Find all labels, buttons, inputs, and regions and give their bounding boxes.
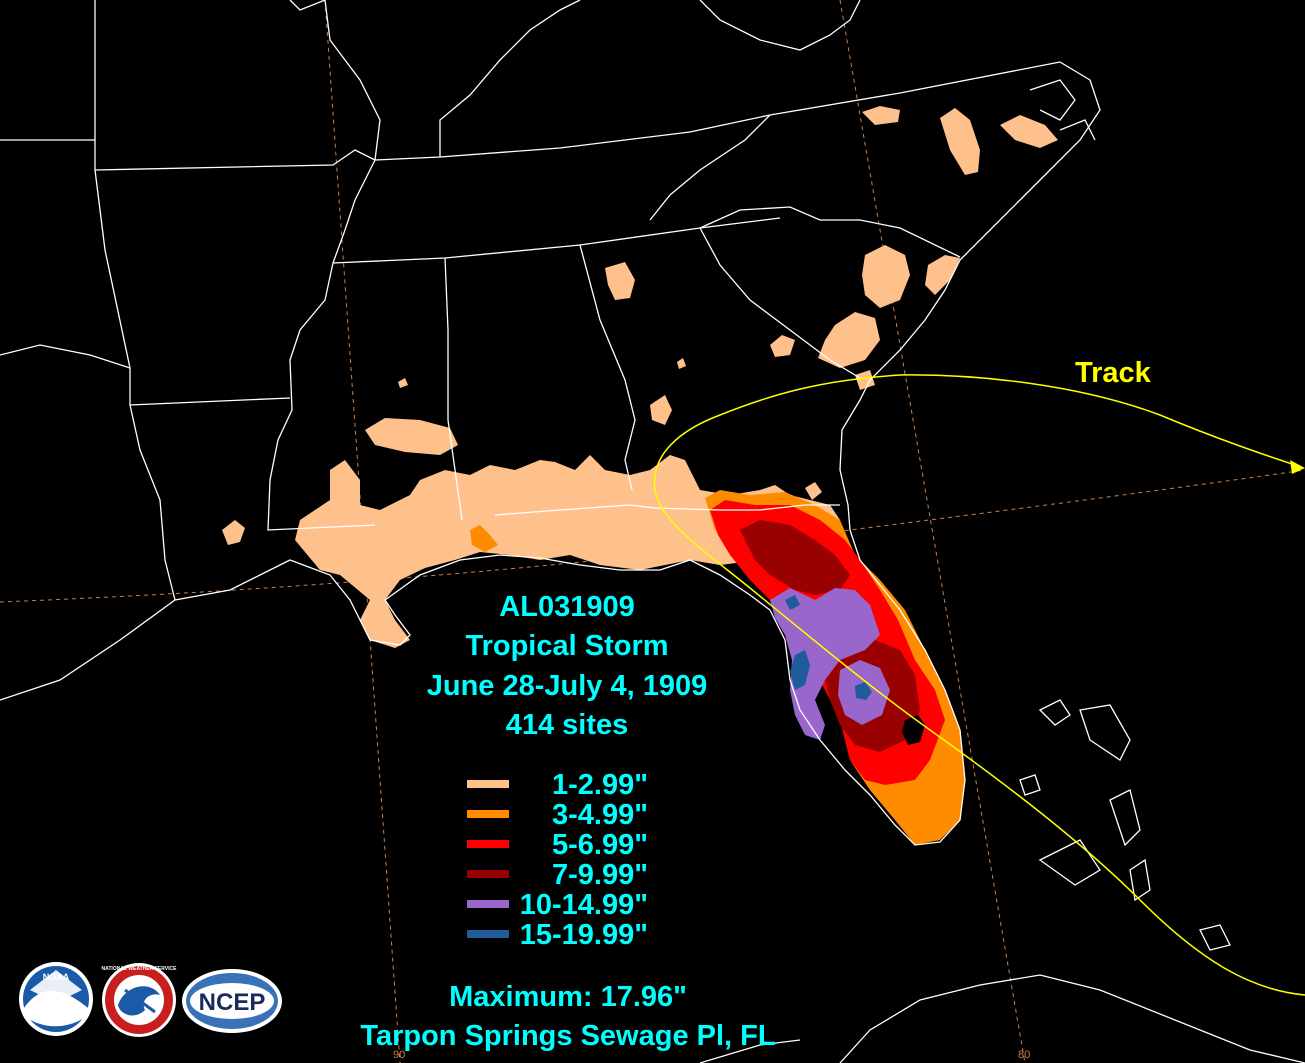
legend-item: 15-19.99" [467,919,648,951]
rainfall-shading [222,106,1058,845]
ncep-logo-text: NCEP [199,989,266,1016]
legend-item: 5-6.99" [467,829,648,861]
legend-label: 15-19.99" [520,919,648,951]
legend-swatch [467,840,509,848]
legend-label: 7-9.99" [552,859,648,891]
legend-item: 1-2.99" [467,769,648,801]
lon-80-label: 80 [1018,1049,1030,1061]
maximum-location: Tarpon Springs Sewage Pl, FL [360,1020,775,1052]
nws-logo-text: NATIONAL WEATHER SERVICE [102,966,178,972]
storm-type: Tropical Storm [465,630,668,662]
track-label: Track [1075,357,1152,389]
legend-swatch [467,930,509,938]
nws-logo: NATIONAL WEATHER SERVICE [102,963,178,1037]
ncep-logo: NCEP [182,969,282,1033]
legend-label: 10-14.99" [520,889,648,921]
storm-sites: 414 sites [506,709,629,741]
legend: 1-2.99"3-4.99"5-6.99"7-9.99"10-14.99"15-… [467,769,648,951]
noaa-logo: NOAA [19,962,93,1036]
legend-item: 10-14.99" [467,889,648,921]
legend-swatch [467,900,509,908]
lon-90-label: 90 [393,1049,405,1061]
storm-info: AL031909 Tropical Storm June 28-July 4, … [427,591,708,741]
legend-swatch [467,870,509,878]
storm-track [653,374,1305,996]
legend-swatch [467,810,509,818]
noaa-logo-text: NOAA [43,972,70,982]
storm-id: AL031909 [499,591,634,623]
legend-label: 3-4.99" [552,799,648,831]
maximum-info: Maximum: 17.96" Tarpon Springs Sewage Pl… [360,981,775,1052]
maximum-value: Maximum: 17.96" [449,981,687,1013]
legend-label: 5-6.99" [552,829,648,861]
legend-item: 7-9.99" [467,859,648,891]
legend-item: 3-4.99" [467,799,648,831]
legend-swatch [467,780,509,788]
legend-label: 1-2.99" [552,769,648,801]
storm-dates: June 28-July 4, 1909 [427,670,708,702]
